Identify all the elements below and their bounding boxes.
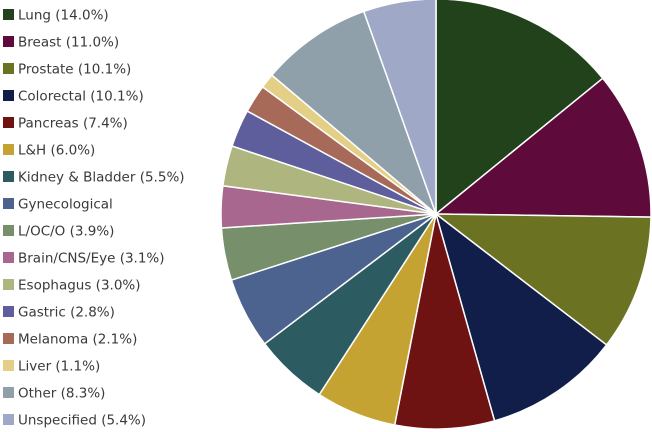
legend-swatch-5 bbox=[3, 144, 14, 155]
legend-item-4: Pancreas (7.4%) bbox=[3, 116, 128, 132]
pie-slice-1 bbox=[433, 77, 652, 218]
legend-item-2: Prostate (10.1%) bbox=[3, 62, 131, 78]
legend-swatch-3 bbox=[3, 90, 14, 101]
legend-item-7: Gynecological bbox=[3, 197, 113, 213]
legend-swatch-8 bbox=[3, 225, 14, 236]
pie-slice-3 bbox=[434, 212, 608, 422]
pie-slice-0 bbox=[435, 0, 604, 216]
legend-item-1: Breast (11.0%) bbox=[3, 35, 119, 51]
legend-swatch-0 bbox=[3, 9, 14, 20]
legend-label-13: Liver (1.1%) bbox=[18, 359, 100, 375]
legend-label-15: Unspecified (5.4%) bbox=[18, 413, 146, 429]
legend-item-9: Brain/CNS/Eye (3.1%) bbox=[3, 251, 165, 267]
legend-label-5: L&H (6.0%) bbox=[18, 143, 95, 159]
legend-label-2: Prostate (10.1%) bbox=[18, 62, 131, 78]
legend-swatch-1 bbox=[3, 36, 14, 47]
legend-swatch-9 bbox=[3, 252, 14, 263]
legend-item-5: L&H (6.0%) bbox=[3, 143, 95, 159]
legend-swatch-7 bbox=[3, 198, 14, 209]
pie-slice-15 bbox=[362, 0, 437, 215]
legend-item-6: Kidney & Bladder (5.5%) bbox=[3, 170, 185, 186]
legend-item-8: L/OC/O (3.9%) bbox=[3, 224, 114, 240]
legend-swatch-10 bbox=[3, 279, 14, 290]
legend-swatch-11 bbox=[3, 306, 14, 317]
legend-label-4: Pancreas (7.4%) bbox=[18, 116, 128, 132]
legend-swatch-15 bbox=[3, 414, 14, 425]
legend-label-10: Esophagus (3.0%) bbox=[18, 278, 141, 294]
legend-swatch-12 bbox=[3, 333, 14, 344]
pie-slice-4 bbox=[393, 213, 496, 430]
legend: Lung (14.0%) Breast (11.0%) Prostate (10.1… bbox=[3, 8, 185, 429]
legend-label-6: Kidney & Bladder (5.5%) bbox=[18, 170, 185, 186]
legend-item-13: Liver (1.1%) bbox=[3, 359, 100, 375]
legend-item-12: Melanoma (2.1%) bbox=[3, 332, 137, 348]
legend-item-11: Gastric (2.8%) bbox=[3, 305, 115, 321]
legend-item-0: Lung (14.0%) bbox=[3, 8, 109, 24]
legend-item-14: Other (8.3%) bbox=[3, 386, 105, 402]
legend-swatch-13 bbox=[3, 360, 14, 371]
legend-item-10: Esophagus (3.0%) bbox=[3, 278, 141, 294]
legend-label-8: L/OC/O (3.9%) bbox=[18, 224, 114, 240]
legend-swatch-6 bbox=[3, 171, 14, 182]
legend-label-1: Breast (11.0%) bbox=[18, 35, 119, 51]
legend-label-3: Colorectal (10.1%) bbox=[18, 89, 144, 105]
legend-label-11: Gastric (2.8%) bbox=[18, 305, 115, 321]
pie-slice-2 bbox=[433, 213, 652, 346]
legend-swatch-4 bbox=[3, 117, 14, 128]
pie bbox=[220, 0, 652, 430]
legend-swatch-2 bbox=[3, 63, 14, 74]
legend-item-3: Colorectal (10.1%) bbox=[3, 89, 144, 105]
legend-item-15: Unspecified (5.4%) bbox=[3, 413, 146, 429]
pie-slice-14 bbox=[270, 10, 438, 217]
legend-swatch-14 bbox=[3, 387, 14, 398]
legend-label-12: Melanoma (2.1%) bbox=[18, 332, 137, 348]
legend-label-9: Brain/CNS/Eye (3.1%) bbox=[18, 251, 165, 267]
legend-label-7: Gynecological bbox=[18, 197, 113, 213]
legend-label-14: Other (8.3%) bbox=[18, 386, 105, 402]
legend-label-0: Lung (14.0%) bbox=[18, 8, 109, 24]
